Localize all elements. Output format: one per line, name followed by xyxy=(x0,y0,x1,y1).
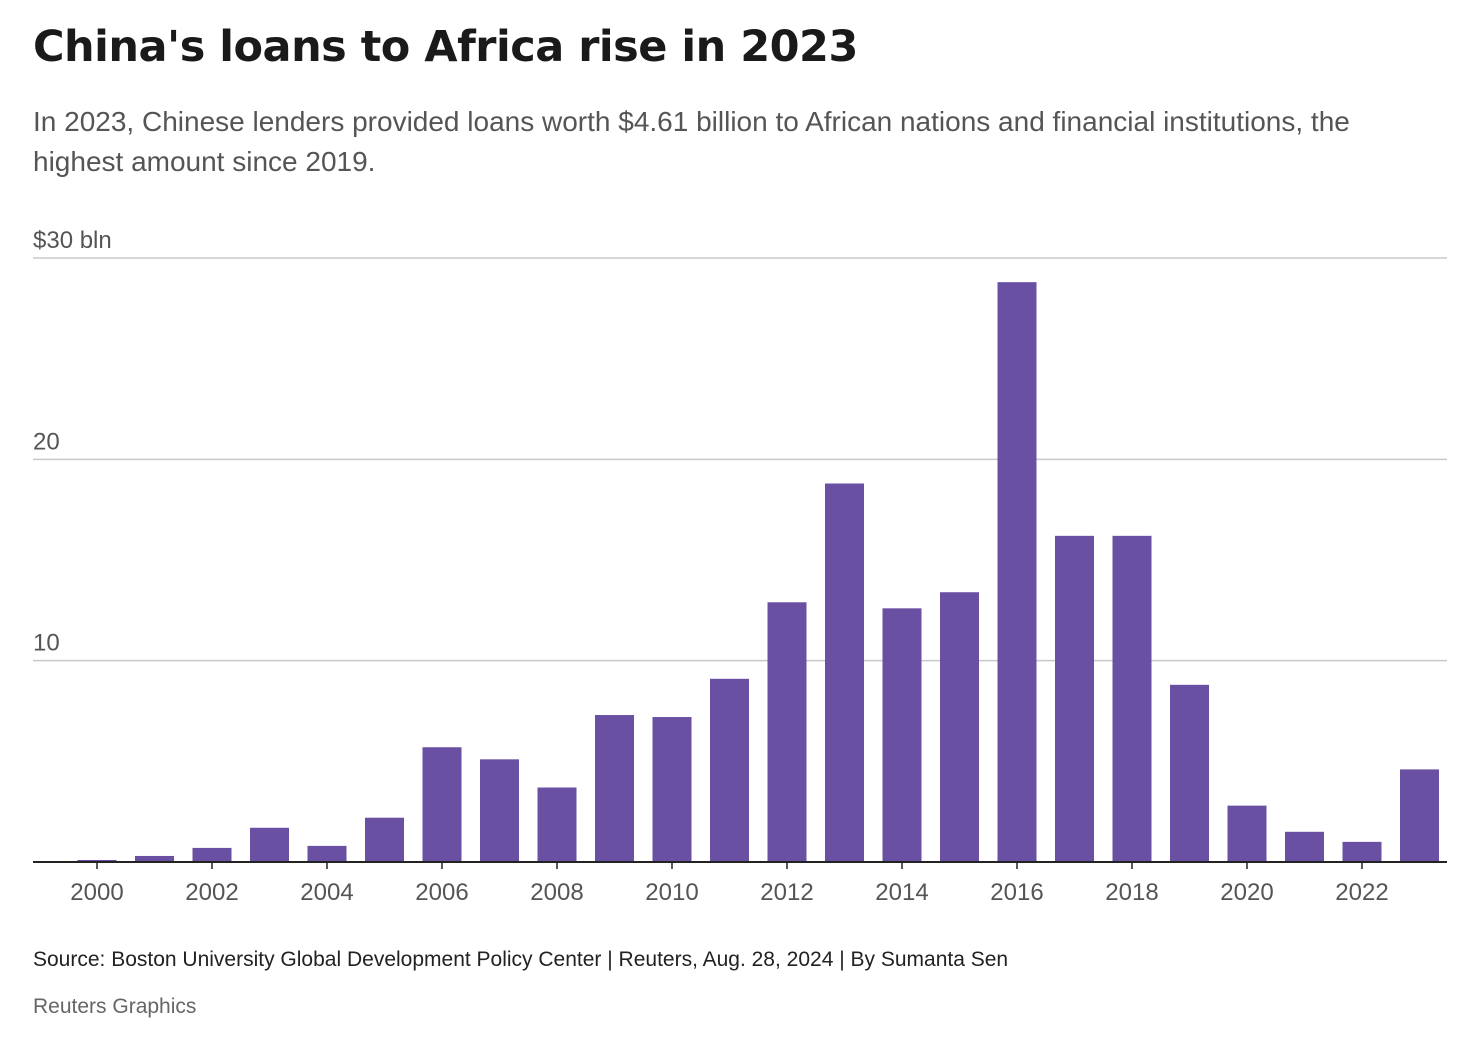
bar-2016 xyxy=(997,282,1037,862)
x-tick-label: 2006 xyxy=(415,879,468,906)
y-tick-labels: 10 20 $30 bln xyxy=(33,227,112,657)
bar-2017 xyxy=(1055,535,1094,862)
chart-title: China's loans to Africa rise in 2023 xyxy=(33,22,858,72)
bar-2019 xyxy=(1170,684,1209,862)
bar-2023 xyxy=(1400,769,1439,862)
bar-2004 xyxy=(307,845,347,862)
x-tick-label: 2002 xyxy=(185,879,238,906)
bar-2002 xyxy=(192,847,232,862)
x-tick-label: 2016 xyxy=(990,879,1043,906)
x-tick-label: 2012 xyxy=(760,879,813,906)
x-tick-label: 2004 xyxy=(300,879,353,906)
x-tick-label: 2000 xyxy=(70,879,123,906)
x-tick-label: 2020 xyxy=(1220,879,1273,906)
y-tick-label: 10 xyxy=(33,630,60,657)
bar-2013 xyxy=(825,483,864,862)
bar-2012 xyxy=(767,602,807,862)
bar-2008 xyxy=(537,787,577,862)
bar-2020 xyxy=(1227,805,1267,862)
bar-2018 xyxy=(1112,535,1152,862)
x-tick-label: 2014 xyxy=(875,879,928,906)
credit-note: Reuters Graphics xyxy=(33,995,197,1018)
bar-2001 xyxy=(135,855,174,862)
bar-2011 xyxy=(710,678,749,862)
bar-2005 xyxy=(365,817,404,862)
x-tick-labels: 2000 2002 2004 2006 2008 2010 2012 2014 2016 2018… xyxy=(70,862,1389,906)
bars xyxy=(77,282,1439,862)
bar-2003 xyxy=(250,827,289,862)
bar-2010 xyxy=(652,717,692,862)
bar-2021 xyxy=(1285,831,1324,862)
bar-chart: 10 20 $30 bln 2000 2002 2004 2006 2008 2010 2012… xyxy=(33,227,1447,906)
bar-2014 xyxy=(882,608,922,862)
source-note: Source: Boston University Global Develop… xyxy=(33,948,1009,971)
bar-2006 xyxy=(422,747,462,862)
bar-2015 xyxy=(940,592,979,862)
x-tick-label: 2008 xyxy=(530,879,583,906)
gridlines xyxy=(33,257,1447,662)
x-tick-label: 2018 xyxy=(1105,879,1158,906)
y-tick-label: $30 bln xyxy=(33,227,112,254)
bar-2007 xyxy=(480,759,519,862)
chart-subtitle: In 2023, Chinese lenders provided loans … xyxy=(33,106,1350,177)
x-tick-label: 2010 xyxy=(645,879,698,906)
bar-2022 xyxy=(1342,841,1382,862)
bar-2000 xyxy=(77,859,117,862)
bar-2009 xyxy=(595,715,634,862)
x-tick-label: 2022 xyxy=(1335,879,1388,906)
y-tick-label: 20 xyxy=(33,428,60,455)
